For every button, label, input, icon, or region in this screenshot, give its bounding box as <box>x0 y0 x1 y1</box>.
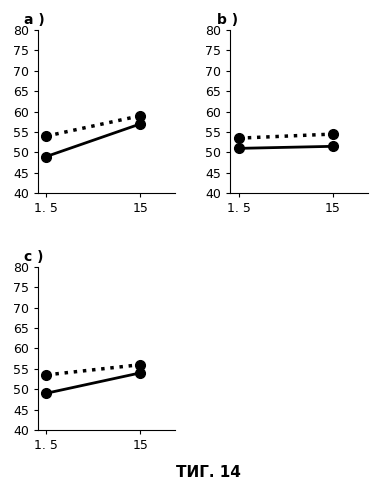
Text: a ): a ) <box>24 14 45 28</box>
Text: ΤИГ. 14: ΤИГ. 14 <box>176 465 241 480</box>
Text: c ): c ) <box>24 250 44 264</box>
Text: b ): b ) <box>216 14 238 28</box>
